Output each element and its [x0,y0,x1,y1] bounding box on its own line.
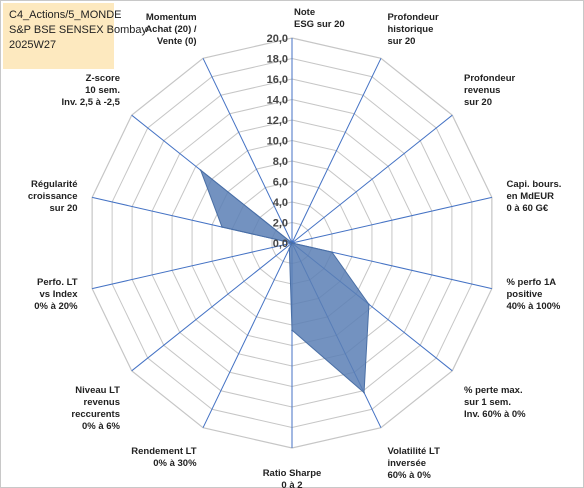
radar-series [199,168,370,394]
axis-label-line: Perfo. LT [37,277,78,288]
tick-label: 6,0 [273,177,288,189]
axis-label-line: Inv. 60% à 0% [464,409,526,420]
axis-label: Rendement LT0% à 30% [131,446,197,469]
tick-label: 14,0 [267,95,288,107]
axis-label-line: sur 20 [50,203,78,214]
tick-label: 4,0 [273,197,288,209]
axis-label-line: en MdEUR [506,191,554,202]
tick-label: 10,0 [267,136,288,148]
radar-spoke [291,196,492,244]
radar-spoke [202,242,293,428]
axis-label-line: 0% à 20% [34,301,78,312]
series-point [368,303,370,306]
series-point [291,242,293,244]
axis-label-line: reccurents [71,409,120,420]
info-box-line-2: S&P BSE SENSEX Bombay [9,24,147,36]
tick-label: 16,0 [267,74,288,86]
tick-label: 0,0 [273,238,288,250]
axis-label: % perte max.sur 1 sem.Inv. 60% à 0% [464,385,526,420]
axis-label-line: 10 sem. [85,85,120,96]
tick-label: 12,0 [267,115,288,127]
radar-spoke [202,58,293,244]
axis-label-line: Volatilité LT [387,446,440,457]
info-box-line-3: 2025W27 [9,39,57,51]
axis-label-line: Note [294,7,315,18]
axis-label-line: 60% à 0% [387,470,431,481]
axis-label-line: Inv. 2,5 à -2,5 [62,97,121,108]
axis-label-line: Momentum [146,12,197,23]
axis-label-line: Profondeur [387,12,438,23]
axis-label-line: 0% à 30% [153,458,197,469]
axis-label-line: revenus [84,397,120,408]
axis-label-line: ESG sur 20 [294,19,345,30]
series-point [199,169,202,171]
axis-label-line: sur 1 sem. [464,397,511,408]
series-point [221,226,223,228]
axis-label-line: positive [506,289,542,300]
axis-label-line: 0 à 60 G€ [506,203,548,214]
axis-label-line: revenus [464,85,500,96]
axis-label-line: 0 à 2 [281,480,302,488]
axis-label-line: Z-score [86,73,120,84]
series-point [331,251,333,253]
info-box-line-1: C4_Actions/5_MONDE [9,9,122,21]
radar-tick-labels: 0,0 2,0 4,0 6,0 8,0 10,0 12,0 14,0 16,0 18,0 20,0 [267,33,288,250]
axis-label-line: historique [387,24,433,35]
radar-spoke [92,242,293,290]
axis-label-line: Vente (0) [157,36,197,47]
series-area [199,168,370,394]
axis-label-line: sur 20 [387,36,415,47]
tick-label: 20,0 [267,33,288,45]
axis-label-line: 0% à 6% [82,421,121,432]
series-point [291,329,293,331]
axis-label-line: Rendement LT [131,446,196,457]
tick-label: 8,0 [273,156,288,168]
chart-info-box: C4_Actions/5_MONDE S&P BSE SENSEX Bombay… [3,3,147,69]
axis-label-line: % perte max. [464,385,523,396]
axis-label-line: inversée [387,458,426,469]
tick-label: 2,0 [273,218,288,230]
axis-label-line: Régularité [31,179,77,190]
radar-spoke [291,58,382,244]
axis-label-line: Profondeur [464,73,515,84]
series-point [363,391,365,394]
axis-label-line: Niveau LT [75,385,120,396]
series-point [288,247,291,250]
tick-label: 18,0 [267,54,288,66]
axis-label-line: % perfo 1A [506,277,556,288]
radar-spoke [291,114,453,244]
axis-label-line: Achat (20) / [145,24,197,35]
axis-label-line: Capi. bours. [506,179,561,190]
axis-label-line: 40% à 100% [506,301,560,312]
axis-label-line: vs Index [39,289,78,300]
axis-label-line: Ratio Sharpe [263,468,322,479]
radar-spoke [131,242,293,372]
axis-label-line: sur 20 [464,97,492,108]
axis-label-line: croissance [28,191,78,202]
